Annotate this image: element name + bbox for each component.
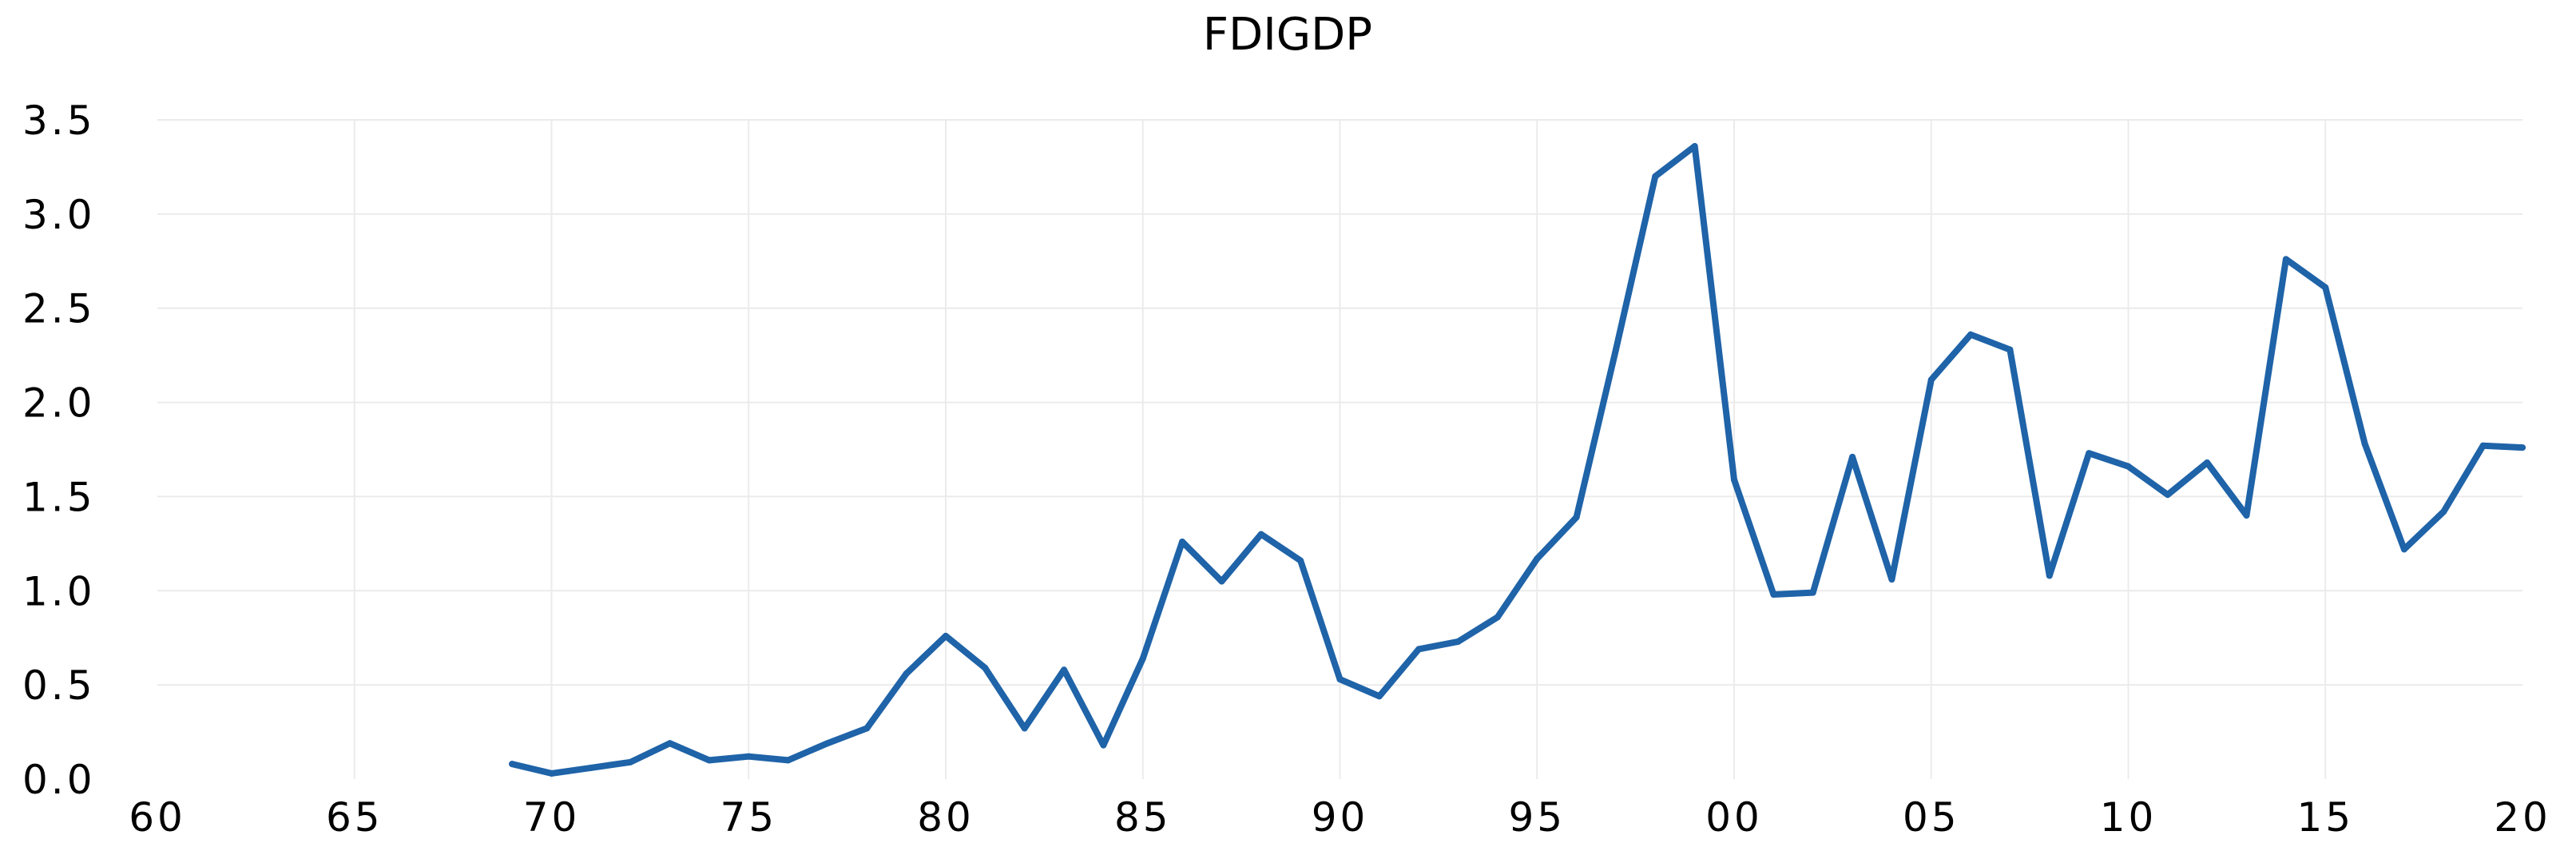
x-tick-label: 60 — [129, 794, 186, 841]
data-point — [2204, 459, 2211, 466]
data-point — [2519, 444, 2526, 451]
x-tick-label: 00 — [1705, 794, 1763, 841]
y-tick-label: 1.0 — [22, 568, 96, 614]
data-point — [1770, 591, 1777, 598]
data-point — [548, 770, 555, 777]
data-point — [705, 757, 712, 764]
data-point — [2282, 256, 2289, 263]
data-point — [666, 740, 673, 747]
data-point — [1731, 476, 1737, 483]
data-point — [2479, 442, 2487, 449]
data-point — [1967, 331, 1975, 338]
data-point — [1534, 555, 1541, 563]
data-point — [1415, 646, 1423, 653]
y-tick-label: 0.5 — [22, 662, 96, 709]
y-tick-label: 1.5 — [22, 474, 96, 520]
y-tick-label: 0.0 — [22, 757, 96, 803]
data-point — [1455, 638, 1462, 645]
data-point — [2164, 491, 2171, 499]
data-point — [1257, 531, 1264, 538]
chart-title: FDIGDP — [1203, 9, 1372, 61]
x-tick-label: 20 — [2494, 794, 2551, 841]
data-point — [587, 764, 594, 771]
data-point — [1375, 693, 1383, 700]
x-tick-label: 65 — [326, 794, 383, 841]
data-point — [1021, 725, 1028, 732]
data-point — [1218, 578, 1225, 585]
data-point — [2322, 284, 2329, 291]
data-point — [2400, 546, 2407, 553]
data-point — [2046, 572, 2053, 579]
y-tick-label: 3.0 — [22, 192, 96, 238]
data-point — [2440, 508, 2447, 515]
data-point — [2006, 346, 2014, 353]
data-point — [982, 664, 989, 671]
data-point — [1297, 557, 1304, 564]
x-tick-label: 05 — [1903, 794, 1960, 841]
x-axis-tick-labels: 60 65 70 75 80 85 90 95 00 05 10 15 20 — [129, 794, 2551, 841]
x-tick-label: 95 — [1508, 794, 1566, 841]
fdigdp-series-line — [509, 143, 2526, 777]
data-point — [1613, 346, 1619, 353]
data-point — [1849, 453, 1856, 460]
data-point — [1809, 589, 1816, 596]
data-point — [1100, 742, 1107, 749]
data-point — [2086, 450, 2093, 457]
x-tick-label: 75 — [720, 794, 777, 841]
data-point — [784, 757, 792, 764]
data-point — [1494, 614, 1501, 621]
data-point — [1927, 376, 1935, 384]
data-point — [824, 740, 831, 747]
data-point — [863, 725, 871, 732]
data-point — [1061, 666, 1068, 674]
data-point — [1179, 539, 1186, 545]
data-point — [2361, 440, 2368, 447]
x-tick-label: 15 — [2296, 794, 2354, 841]
y-tick-label: 2.5 — [22, 286, 96, 332]
y-tick-label: 2.0 — [22, 380, 96, 427]
x-tick-label: 10 — [2100, 794, 2157, 841]
x-tick-label: 90 — [1312, 794, 1369, 841]
data-point — [2125, 463, 2132, 470]
data-point — [943, 632, 949, 639]
data-point — [1691, 143, 1698, 149]
data-point — [1888, 576, 1895, 583]
data-point — [627, 758, 634, 766]
data-point — [1652, 173, 1659, 180]
x-tick-label: 85 — [1114, 794, 1172, 841]
data-point — [903, 670, 910, 677]
data-point — [1139, 655, 1146, 662]
data-point — [509, 761, 516, 768]
y-axis-tick-labels: 0.0 0.5 1.0 1.5 2.0 2.5 3.0 3.5 — [22, 97, 96, 803]
x-tick-label: 70 — [523, 794, 581, 841]
data-point — [1573, 514, 1580, 521]
y-tick-label: 3.5 — [22, 97, 96, 144]
data-point — [2243, 512, 2250, 519]
series-layer — [509, 143, 2526, 777]
x-tick-label: 80 — [917, 794, 974, 841]
data-point — [745, 753, 752, 760]
data-point — [1336, 676, 1344, 683]
